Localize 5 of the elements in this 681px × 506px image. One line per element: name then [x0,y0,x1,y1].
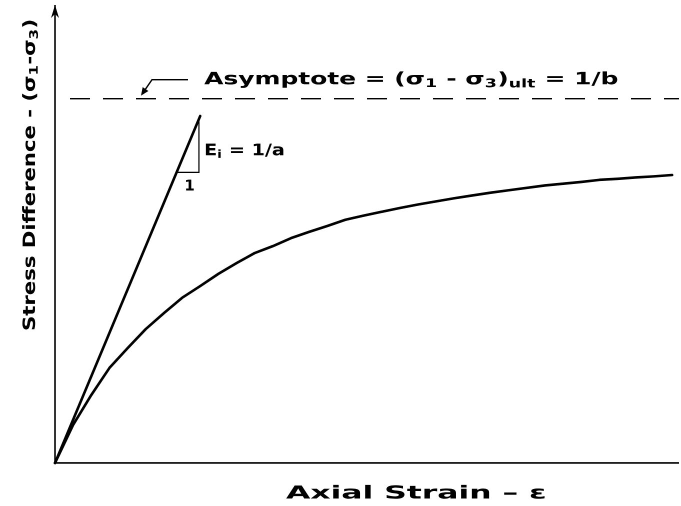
y-axis-title: Stress Difference - (σ$_{1}$-σ$_{3}$) [22,20,38,330]
x-axis-title: Axial Strain – ε [286,484,545,499]
annotation: 1 [186,180,194,190]
annotation: E$_{i}$ = 1/a [206,144,284,158]
legend-label: Asymptote = (σ$_{1}$ - σ$_{3}$)$_{ult}$ = 1/b [204,71,618,88]
